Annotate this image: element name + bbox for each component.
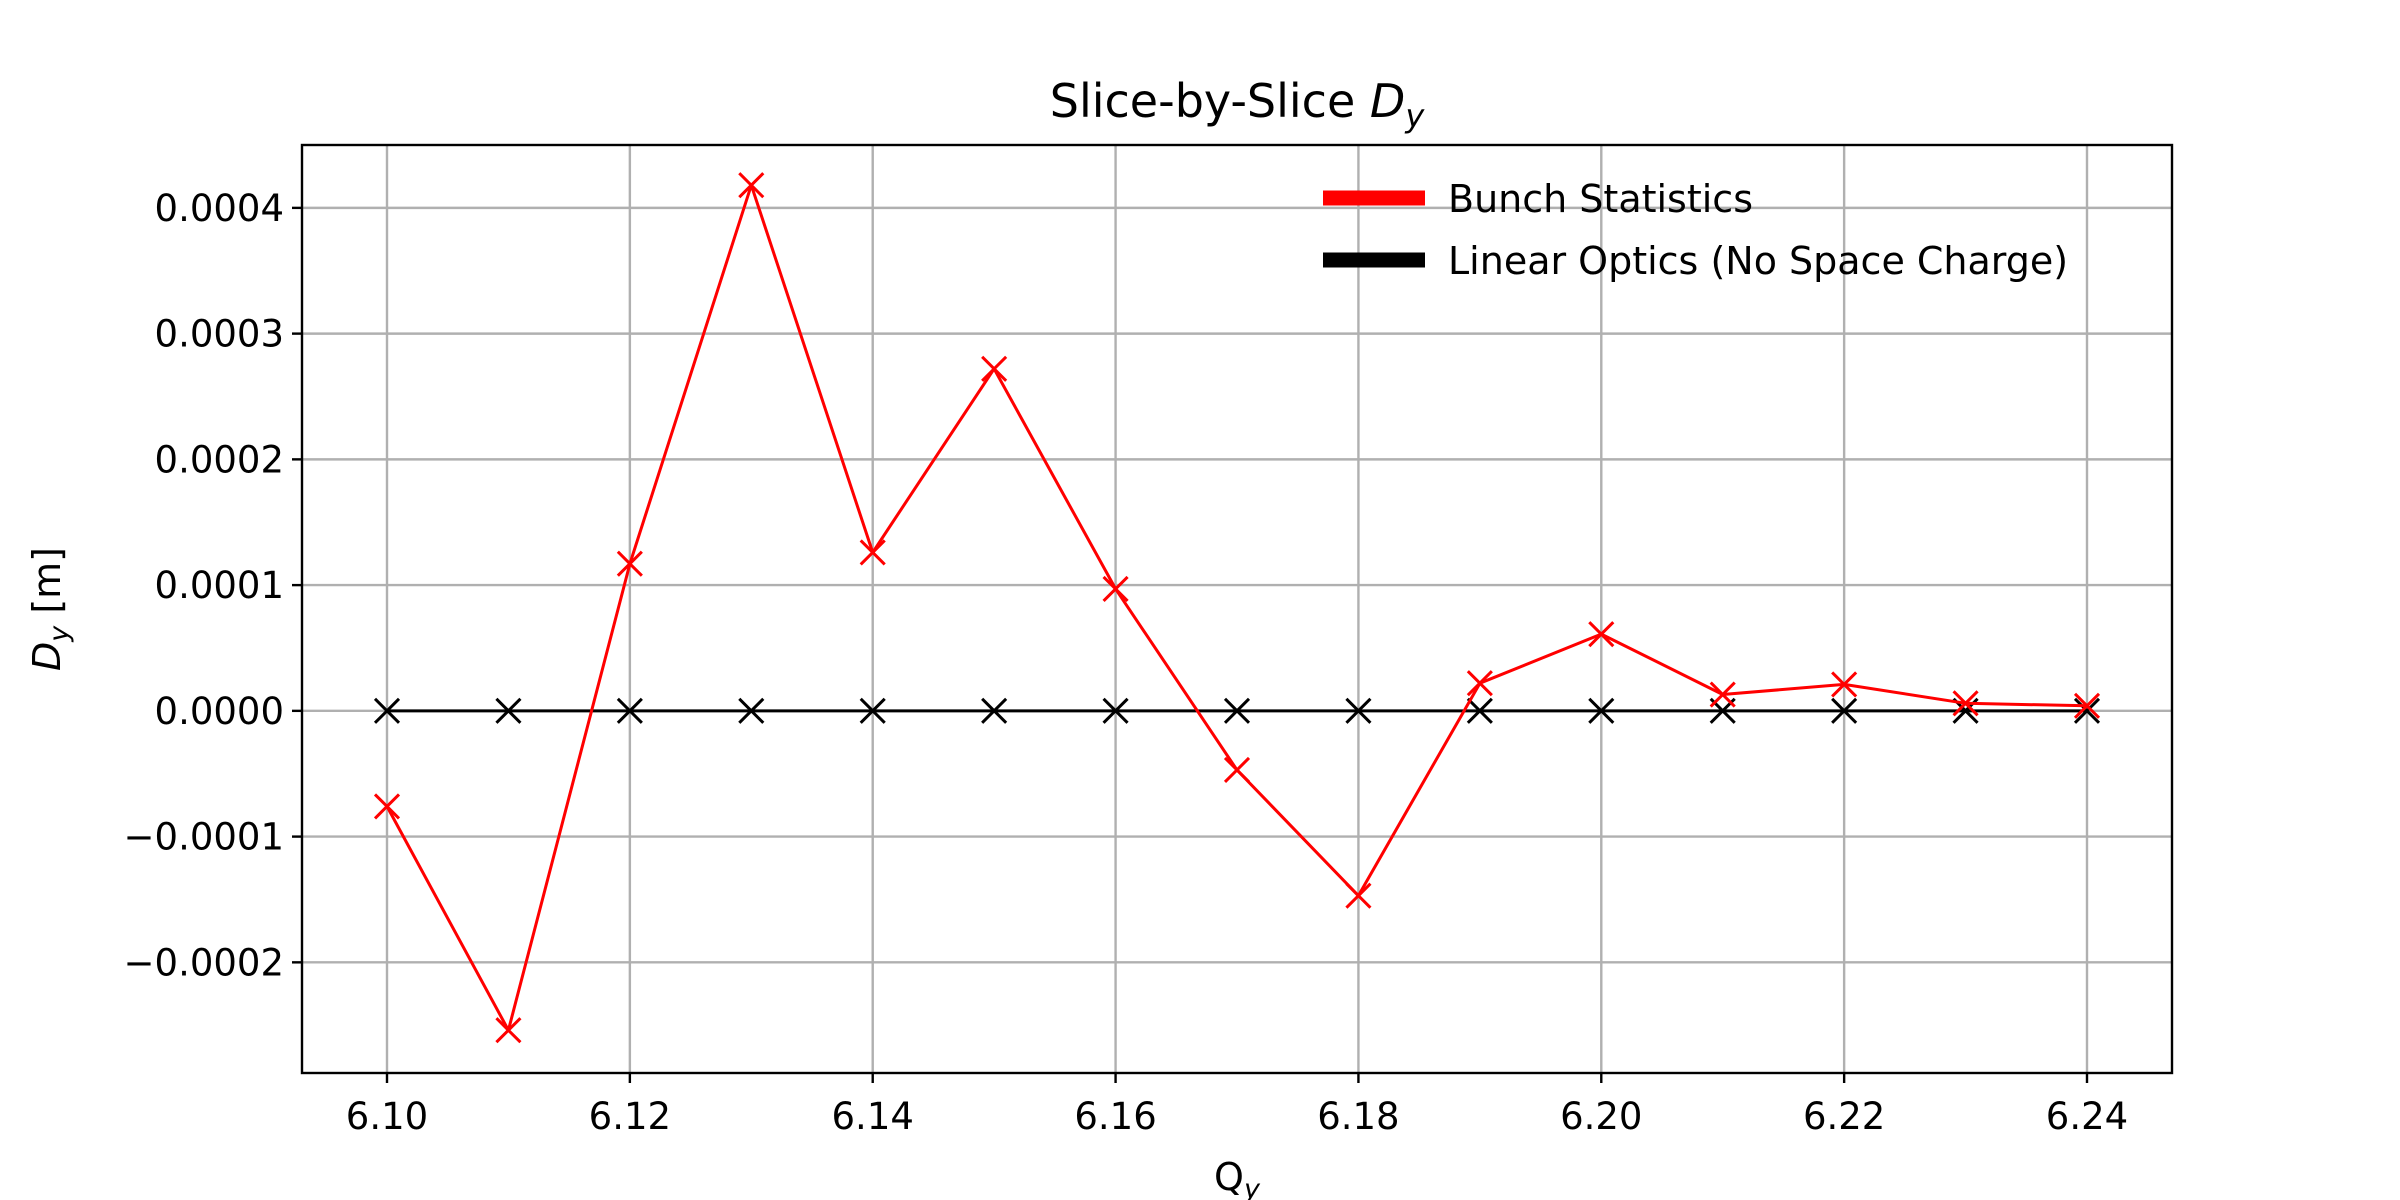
data-point-marker — [616, 550, 643, 577]
data-point-marker — [1831, 697, 1858, 724]
data-point-marker — [738, 172, 765, 199]
data-point-marker — [1466, 670, 1493, 697]
y-tick-label: 0.0003 — [155, 313, 284, 356]
data-point-marker — [1223, 756, 1251, 784]
data-point-marker — [495, 697, 522, 724]
legend: Bunch Statistics Linear Optics (No Space… — [1323, 177, 2068, 283]
data-point-marker — [1102, 575, 1129, 602]
data-point-marker — [1588, 621, 1615, 648]
y-tick-label: 0.0002 — [155, 438, 284, 481]
data-point-marker — [1466, 697, 1493, 724]
data-point-marker — [616, 697, 643, 724]
data-point-marker — [1831, 671, 1858, 698]
data-point-marker — [1709, 681, 1736, 708]
data-point-marker — [2073, 692, 2101, 719]
x-tick-label: 6.24 — [2046, 1095, 2128, 1138]
data-point-marker — [495, 1017, 522, 1044]
data-point-marker — [373, 697, 401, 724]
x-axis-label: Qy — [1214, 1155, 1261, 1200]
plot-frame — [300, 143, 2174, 1075]
series-0 — [373, 172, 2101, 1044]
x-tick-label: 6.22 — [1803, 1095, 1885, 1138]
data-point-marker — [859, 539, 886, 566]
data-point-marker — [373, 793, 401, 820]
legend-label-linear-optics: Linear Optics (No Space Charge) — [1448, 239, 2068, 283]
y-tick-label: −0.0002 — [124, 941, 284, 984]
data-point-marker — [1345, 697, 1372, 724]
y-axis-label: Dy [m] — [25, 547, 75, 671]
series — [373, 172, 2101, 1044]
plot-area — [302, 145, 2172, 1073]
data-point-marker — [738, 697, 765, 724]
data-point-marker — [2073, 697, 2101, 724]
data-point-marker — [1345, 882, 1372, 909]
x-tick-label: 6.10 — [346, 1095, 428, 1138]
y-tick-label: −0.0001 — [124, 816, 284, 859]
y-tick-label: 0.0001 — [155, 564, 284, 607]
data-point-marker — [1223, 697, 1251, 724]
chart-title: Slice-by-Slice Dy — [1050, 74, 1426, 135]
y-tick-label: 0.0000 — [155, 690, 284, 733]
data-point-marker — [1102, 697, 1129, 724]
y-tick-label: 0.0004 — [155, 187, 284, 230]
data-point-marker — [981, 355, 1008, 382]
data-point-marker — [1588, 697, 1615, 724]
legend-label-bunch-statistics: Bunch Statistics — [1448, 177, 1753, 221]
x-tick-label: 6.14 — [832, 1095, 914, 1138]
data-point-marker — [859, 697, 886, 724]
data-point-marker — [1952, 690, 1979, 717]
x-tick-label: 6.16 — [1074, 1095, 1156, 1138]
x-tick-label: 6.18 — [1317, 1095, 1399, 1138]
ticks: 6.10 6.12 6.14 6.16 6.18 6.20 6.22 6.24 −0.0002 −… — [124, 187, 2129, 1138]
x-tick-label: 6.12 — [589, 1095, 671, 1138]
x-tick-label: 6.20 — [1560, 1095, 1642, 1138]
data-point-marker — [981, 697, 1008, 724]
